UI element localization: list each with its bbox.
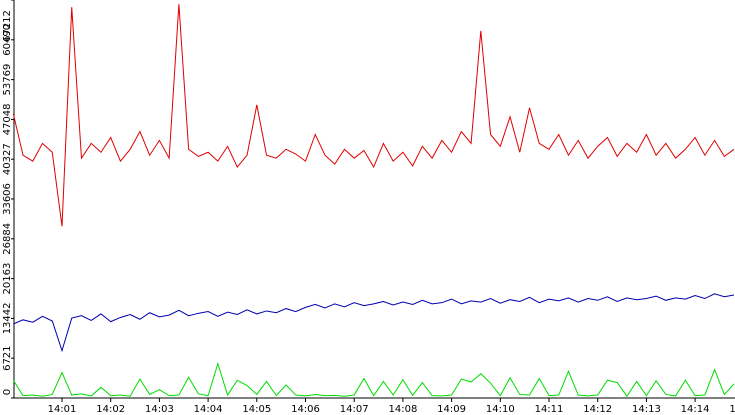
y-tick-label: 40327 — [2, 143, 13, 175]
y-tick-label: 26884 — [2, 223, 13, 255]
y-tick-label: 67212 — [2, 10, 13, 42]
x-tick-label: 14:07 — [340, 404, 369, 415]
x-tick-label: 14:10 — [486, 404, 515, 415]
y-tick-label: 6721 — [2, 345, 13, 370]
series-line — [12, 4, 735, 227]
x-tick-label: 14:02 — [96, 404, 125, 415]
y-tick-label: 60490 — [2, 24, 13, 56]
y-tick-label: 33606 — [2, 183, 13, 215]
y-tick-label: 0 — [2, 389, 13, 395]
x-tick-label: 14:03 — [145, 404, 174, 415]
x-tick-label: 14:12 — [583, 404, 612, 415]
x-tick-label: 14:11 — [535, 404, 564, 415]
x-tick-label: 14:13 — [632, 404, 661, 415]
x-tick-label: 14:06 — [291, 404, 320, 415]
x-tick-label: 14:05 — [242, 404, 271, 415]
x-tick-label: 14:04 — [194, 404, 223, 415]
x-tick-label: 14:08 — [388, 404, 417, 415]
series-line — [12, 361, 735, 398]
x-tick-label: 14:15 — [729, 404, 735, 415]
y-tick-label: 47048 — [2, 103, 13, 135]
y-tick-label: 13442 — [2, 302, 13, 334]
series-line — [13, 293, 735, 353]
x-tick-label: 14:14 — [681, 404, 710, 415]
y-tick-label: 20163 — [2, 263, 13, 295]
y-tick-label: 53769 — [2, 64, 13, 96]
x-tick-label: 14:01 — [48, 404, 77, 415]
x-tick-label: 14:09 — [437, 404, 466, 415]
